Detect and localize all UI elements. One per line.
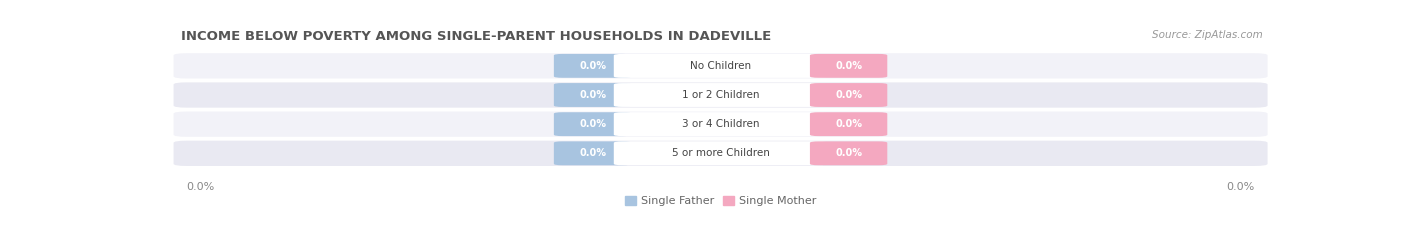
Text: No Children: No Children: [690, 61, 751, 71]
Text: 0.0%: 0.0%: [1226, 182, 1254, 192]
FancyBboxPatch shape: [810, 141, 887, 165]
FancyBboxPatch shape: [554, 83, 631, 107]
Text: 0.0%: 0.0%: [835, 148, 862, 158]
Text: 0.0%: 0.0%: [835, 90, 862, 100]
Text: 0.0%: 0.0%: [835, 61, 862, 71]
Text: 0.0%: 0.0%: [579, 90, 606, 100]
Text: INCOME BELOW POVERTY AMONG SINGLE-PARENT HOUSEHOLDS IN DADEVILLE: INCOME BELOW POVERTY AMONG SINGLE-PARENT…: [181, 30, 772, 43]
Text: 5 or more Children: 5 or more Children: [672, 148, 769, 158]
Legend: Single Father, Single Mother: Single Father, Single Mother: [621, 192, 820, 211]
FancyBboxPatch shape: [554, 112, 631, 136]
FancyBboxPatch shape: [614, 83, 827, 107]
FancyBboxPatch shape: [810, 112, 887, 136]
Text: 1 or 2 Children: 1 or 2 Children: [682, 90, 759, 100]
FancyBboxPatch shape: [554, 141, 631, 165]
FancyBboxPatch shape: [173, 82, 1268, 108]
FancyBboxPatch shape: [554, 54, 631, 78]
FancyBboxPatch shape: [810, 54, 887, 78]
Text: 0.0%: 0.0%: [579, 119, 606, 129]
FancyBboxPatch shape: [810, 83, 887, 107]
FancyBboxPatch shape: [614, 112, 827, 136]
FancyBboxPatch shape: [614, 54, 827, 78]
Text: 0.0%: 0.0%: [187, 182, 215, 192]
FancyBboxPatch shape: [173, 141, 1268, 166]
Text: 0.0%: 0.0%: [579, 61, 606, 71]
FancyBboxPatch shape: [614, 141, 827, 165]
Text: 0.0%: 0.0%: [579, 148, 606, 158]
Text: 0.0%: 0.0%: [835, 119, 862, 129]
FancyBboxPatch shape: [173, 112, 1268, 137]
Text: 3 or 4 Children: 3 or 4 Children: [682, 119, 759, 129]
Text: Source: ZipAtlas.com: Source: ZipAtlas.com: [1153, 30, 1263, 40]
FancyBboxPatch shape: [173, 53, 1268, 79]
